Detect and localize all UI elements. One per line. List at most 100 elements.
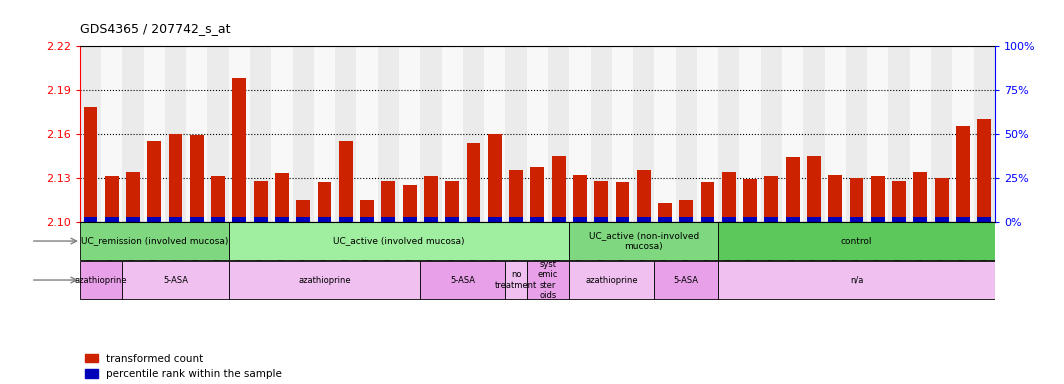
Bar [892,217,905,222]
Bar [207,46,229,222]
Bar [569,46,591,222]
Bar [572,175,587,222]
Bar [782,46,803,222]
Bar [803,46,825,222]
Bar [83,108,97,222]
Bar [165,46,186,222]
Bar [271,46,293,222]
Bar [977,119,991,222]
Bar [636,170,651,222]
Bar [616,182,630,222]
Bar [594,180,609,222]
Bar [446,217,460,222]
Bar [761,46,782,222]
Bar [572,217,587,222]
Bar [955,217,969,222]
Bar [785,157,799,222]
Bar [505,46,527,222]
Text: GDS4365 / 207742_s_at: GDS4365 / 207742_s_at [80,22,230,35]
Bar [229,261,420,299]
Bar [658,202,672,222]
Bar [700,182,715,222]
Bar [765,217,779,222]
Bar [676,46,697,222]
Bar [825,46,846,222]
Bar [551,156,566,222]
Bar [399,46,420,222]
Bar [335,46,356,222]
Bar [636,217,651,222]
Bar [229,46,250,222]
Bar [654,261,718,299]
Bar [122,46,144,222]
Bar [509,217,523,222]
Bar [484,46,505,222]
Bar [381,217,396,222]
Bar [83,217,97,222]
Bar [144,46,165,222]
Bar [530,167,544,222]
Bar [870,217,885,222]
Bar [616,217,630,222]
Bar [679,200,694,222]
Bar [232,78,247,222]
Bar [527,261,569,299]
Bar [360,217,375,222]
Bar [296,200,311,222]
Bar [934,217,948,222]
Bar [849,178,864,222]
Bar [189,135,203,222]
Bar [463,46,484,222]
Text: no
treatment: no treatment [495,270,537,290]
Bar [828,175,843,222]
Bar [189,217,203,222]
Bar [931,46,952,222]
Bar [211,176,226,222]
Bar [168,134,183,222]
Bar [913,172,927,222]
Bar [551,217,566,222]
Bar [487,134,502,222]
Bar [296,217,311,222]
Bar [147,141,162,222]
Bar [126,217,139,222]
Bar [591,46,612,222]
Bar [360,200,375,222]
Bar [658,217,672,222]
Bar [487,217,502,222]
Bar [700,217,715,222]
Legend: transformed count, percentile rank within the sample: transformed count, percentile rank withi… [85,354,282,379]
Bar [870,176,885,222]
Bar [356,46,378,222]
Bar [80,222,229,260]
Bar [211,217,226,222]
Text: UC_active (non-involved
mucosa): UC_active (non-involved mucosa) [588,231,699,251]
Bar [293,46,314,222]
Bar [442,46,463,222]
Bar [253,180,268,222]
Bar [867,46,888,222]
Bar [765,176,779,222]
Bar [910,46,931,222]
Bar [846,46,867,222]
Bar [338,141,353,222]
Bar [381,180,396,222]
Bar [101,46,122,222]
Bar [849,217,864,222]
Bar [186,46,207,222]
Bar [913,217,927,222]
Bar [338,217,353,222]
Bar [612,46,633,222]
Bar [569,261,654,299]
Bar [828,217,843,222]
Bar [718,222,995,260]
Bar [807,156,820,222]
Bar [718,261,995,299]
Bar [548,46,569,222]
Bar [718,46,739,222]
Bar [126,172,139,222]
Bar [934,178,948,222]
Bar [530,217,544,222]
Bar [466,142,481,222]
Bar [739,46,761,222]
